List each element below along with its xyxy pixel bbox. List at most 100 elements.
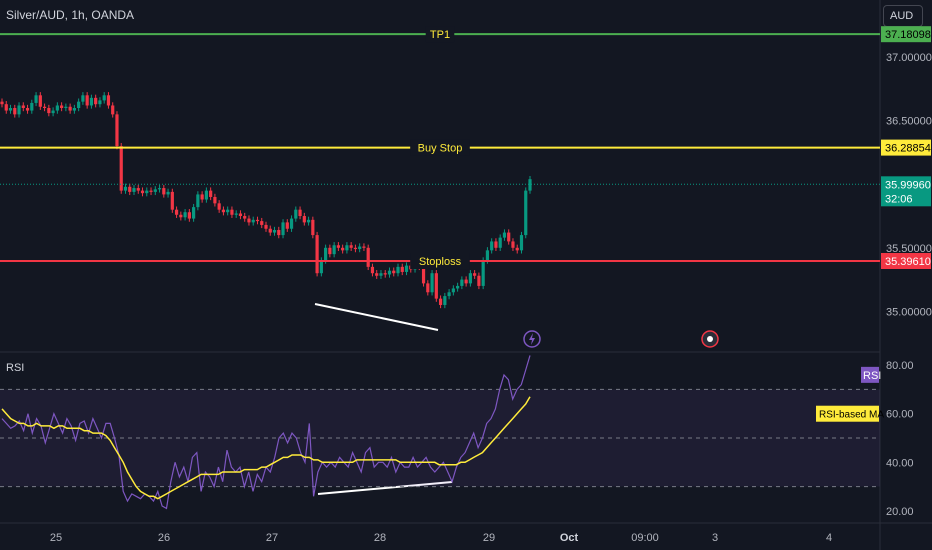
- candle: [281, 222, 285, 236]
- candle: [213, 196, 217, 204]
- candle: [42, 106, 47, 109]
- candle: [200, 194, 204, 200]
- candle: [38, 95, 42, 107]
- candle: [294, 209, 298, 219]
- candle: [89, 97, 94, 106]
- candle: [0, 101, 4, 105]
- rsi-axis-tick: 60.00: [886, 409, 914, 421]
- candle: [311, 219, 315, 236]
- candle: [85, 95, 89, 106]
- time-axis-tick: 26: [158, 532, 170, 544]
- symbol-title: Silver/AUD, 1h, OANDA: [6, 8, 135, 22]
- candle: [47, 108, 51, 114]
- rsi-divergence-line[interactable]: [317, 481, 453, 495]
- candle: [166, 191, 170, 195]
- candle: [494, 241, 498, 248]
- candle: [217, 203, 221, 210]
- candle: [507, 232, 511, 242]
- candle: [25, 108, 30, 111]
- candle: [115, 114, 119, 147]
- candle: [370, 266, 375, 274]
- candle: [502, 232, 507, 238]
- candle: [481, 260, 485, 286]
- candle: [162, 188, 166, 195]
- level-label-bg: [410, 253, 470, 270]
- candle: [30, 102, 34, 111]
- candle: [255, 219, 260, 222]
- candle: [358, 246, 362, 250]
- candle: [345, 245, 349, 251]
- price-axis-tick: 35.00000: [886, 306, 932, 318]
- rsi-ma-tag-text: RSI-based MA: [819, 410, 884, 421]
- rsi-axis-tick: 80.00: [886, 360, 914, 372]
- price-tag-text: 35.39610: [885, 256, 931, 268]
- candle: [238, 213, 243, 217]
- last-price-value: 35.99960: [885, 179, 931, 191]
- time-axis-tick: 3: [712, 532, 718, 544]
- candle: [149, 190, 153, 192]
- candle: [473, 273, 477, 276]
- candle: [77, 101, 81, 109]
- candle: [123, 186, 128, 191]
- candle: [400, 266, 404, 272]
- earnings-event-icon[interactable]: [701, 330, 719, 348]
- candle: [34, 95, 38, 103]
- candle: [528, 179, 532, 191]
- time-axis-tick: 09:00: [631, 532, 659, 544]
- candle: [375, 273, 379, 276]
- level-label: TP1: [430, 29, 450, 41]
- candle: [183, 212, 187, 218]
- rsi-tag-text: RSI: [863, 370, 881, 382]
- candle: [451, 288, 455, 293]
- candle: [302, 216, 306, 223]
- candle: [324, 247, 328, 261]
- candle: [209, 190, 213, 197]
- candle: [430, 273, 434, 293]
- candle: [132, 188, 136, 192]
- candle: [136, 188, 140, 191]
- candle: [298, 209, 302, 217]
- candle: [72, 108, 76, 111]
- flash-event-icon[interactable]: [523, 330, 541, 348]
- candle: [404, 265, 409, 272]
- price-tag: [881, 139, 931, 156]
- candle: [524, 190, 528, 236]
- candle: [106, 95, 111, 106]
- price-divergence-line[interactable]: [314, 303, 439, 331]
- candle: [349, 245, 353, 248]
- candle: [341, 247, 345, 251]
- price-axis-tick: 35.50000: [886, 243, 932, 255]
- price-tag-text: 37.18098: [885, 29, 931, 41]
- time-axis-tick: 29: [483, 532, 495, 544]
- candle: [477, 275, 481, 286]
- candle: [187, 212, 191, 219]
- candle: [243, 216, 247, 219]
- rsi-pane-label: RSI: [6, 362, 25, 374]
- candle: [485, 250, 490, 261]
- time-axis-tick: 28: [374, 532, 386, 544]
- candle: [247, 218, 251, 223]
- candle: [21, 105, 25, 109]
- candle: [174, 209, 179, 215]
- candle: [336, 245, 340, 248]
- candle: [251, 219, 255, 223]
- candle: [260, 221, 264, 225]
- candle: [230, 209, 234, 215]
- candle: [353, 247, 358, 250]
- candle: [434, 273, 438, 299]
- candle: [392, 270, 396, 274]
- candle: [460, 279, 464, 286]
- candle: [515, 247, 519, 251]
- candle: [111, 105, 115, 115]
- candle: [8, 108, 13, 111]
- candle: [102, 95, 106, 101]
- candle: [332, 245, 336, 255]
- candle: [285, 222, 289, 229]
- rsi-ma-line: [1, 396, 531, 500]
- candle: [55, 105, 59, 111]
- candle: [94, 97, 98, 105]
- candle: [511, 241, 515, 248]
- candle: [51, 110, 55, 114]
- level-label-bg: [410, 139, 470, 156]
